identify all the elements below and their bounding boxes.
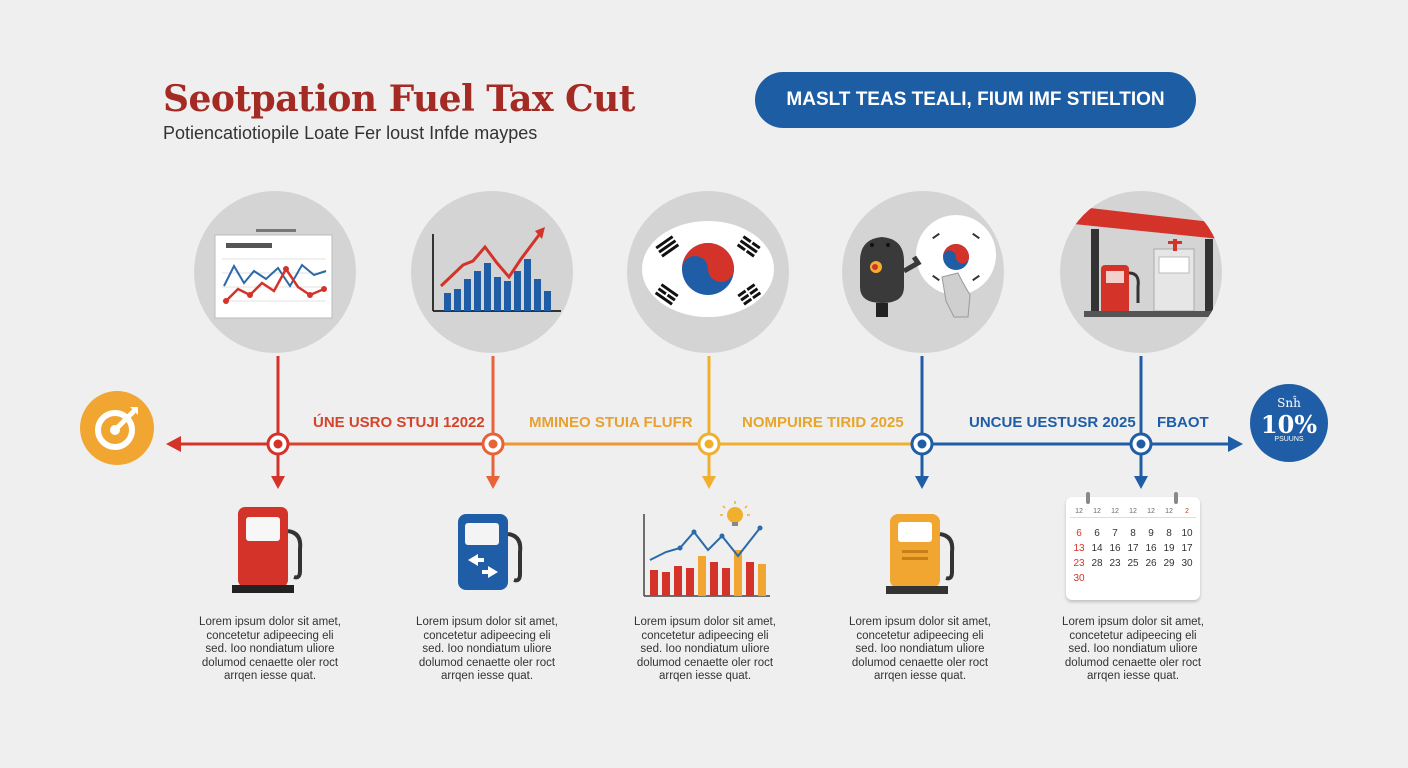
- headline-pill: MASLT TEAS TEALI, FIUM IMF STIELTION: [755, 72, 1196, 128]
- korean-flag-icon: [627, 191, 789, 353]
- blue-fuel-pump-icon: [452, 508, 532, 598]
- timeline-label-4: UNCUE UESTUSR 2025: [969, 414, 1136, 431]
- ev-charger-flag-icon: [842, 191, 1004, 353]
- description-text-1: Lorem ipsum dolor sit amet, concetetur a…: [199, 616, 341, 682]
- discount-badge: Snĥ 10% PSUUNS: [1250, 384, 1328, 462]
- timeline-label-3: NOMPUIRE TIRID 2025: [742, 414, 904, 431]
- timeline-label-5: FBAOT: [1157, 414, 1209, 431]
- discount-badge-value: 10%: [1260, 410, 1318, 439]
- timeline-node-1: [266, 432, 290, 456]
- description-text-2: Lorem ipsum dolor sit amet, concetetur a…: [416, 616, 558, 682]
- description-text-5: Lorem ipsum dolor sit amet, concetetur a…: [1062, 616, 1204, 682]
- page-subtitle: Potiencatiotiopile Loate Fer loust Infde…: [163, 123, 538, 143]
- line-chart-report-icon: [194, 191, 356, 353]
- timeline-node-3: [697, 432, 721, 456]
- discount-badge-caption: PSUUNS: [1274, 436, 1304, 443]
- calendar-row: 6 6 7 8 9 8 10: [1076, 528, 1193, 539]
- timeline-label-1: ÚNE USRO STUJI 12022: [313, 414, 485, 431]
- growth-bar-chart-icon: [411, 191, 573, 353]
- calendar-header-row: 12 12 12 12 12 12 2: [1075, 508, 1189, 515]
- page-title: Seotpation Fuel Tax Cut: [163, 78, 635, 120]
- target-icon: [80, 391, 154, 465]
- calendar-row: 13 14 16 17 16 19 17: [1073, 543, 1193, 554]
- timeline-node-5: [1129, 432, 1153, 456]
- calendar-row: 23 28 23 25 26 29 30: [1073, 558, 1193, 569]
- calendar-icon: 12 12 12 12 12 12 2 6 6 7 8 9 8 10 13 14…: [1066, 492, 1200, 600]
- calendar-grid: 12 12 12 12 12 12 2 6 6 7 8 9 8 10 13 14…: [1070, 508, 1196, 585]
- description-text-3: Lorem ipsum dolor sit amet, concetetur a…: [634, 616, 776, 682]
- timeline-right-arrow: [1228, 436, 1243, 452]
- description-text-4: Lorem ipsum dolor sit amet, concetetur a…: [849, 616, 991, 682]
- timeline-node-4: [910, 432, 934, 456]
- red-fuel-pump-icon: [228, 505, 308, 595]
- bar-line-chart-idea-icon: [640, 500, 775, 605]
- gas-station-icon: [1060, 191, 1222, 353]
- timeline-left-arrow: [166, 436, 181, 452]
- timeline-label-2: MMINEO STUIA FLUFR: [529, 414, 693, 431]
- yellow-fuel-pump-icon: [884, 510, 964, 595]
- discount-badge-line1: Snĥ: [1277, 396, 1301, 410]
- calendar-row: 30: [1073, 573, 1085, 584]
- timeline-node-2: [481, 432, 505, 456]
